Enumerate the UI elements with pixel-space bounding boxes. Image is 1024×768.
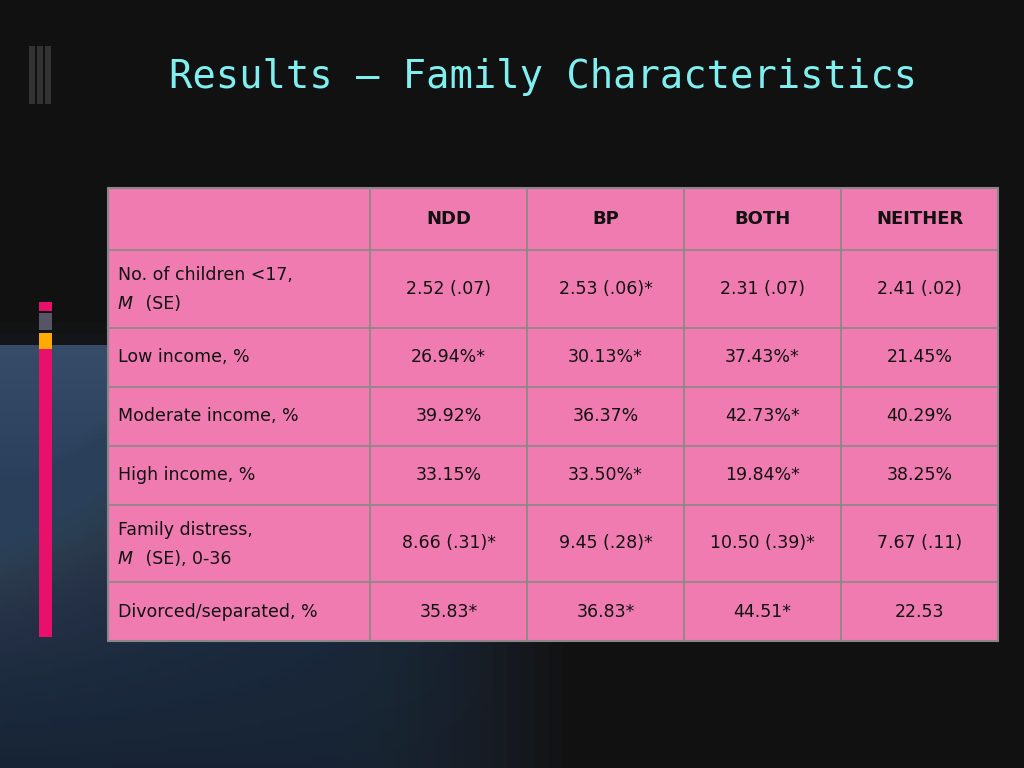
Bar: [0, 601, 211, 768]
Bar: [0, 523, 310, 768]
Bar: [0, 713, 71, 768]
Bar: [0, 690, 98, 768]
Text: No. of children <17,: No. of children <17,: [118, 266, 293, 284]
Bar: [0, 434, 423, 768]
Text: 44.51*: 44.51*: [733, 603, 792, 621]
Bar: [0, 379, 493, 768]
Text: 42.73%*: 42.73%*: [725, 407, 800, 425]
Text: 21.45%: 21.45%: [887, 348, 952, 366]
Bar: [0, 757, 14, 768]
Bar: [0, 657, 141, 768]
Bar: [39, 302, 52, 311]
Text: 10.50 (.39)*: 10.50 (.39)*: [710, 535, 815, 552]
Bar: [0, 323, 563, 768]
Text: High income, %: High income, %: [118, 466, 255, 484]
Bar: [39, 349, 52, 637]
Bar: [0, 501, 338, 768]
Text: M: M: [118, 295, 133, 313]
Bar: [0, 734, 42, 768]
Text: 22.53: 22.53: [895, 603, 944, 621]
Text: 2.53 (.06)*: 2.53 (.06)*: [558, 280, 652, 298]
Text: 36.83*: 36.83*: [577, 603, 635, 621]
Bar: [0, 579, 240, 768]
Bar: [0, 512, 324, 768]
Text: 30.13%*: 30.13%*: [568, 348, 643, 366]
Bar: [0, 679, 113, 768]
Bar: [0, 456, 394, 768]
Bar: [0, 445, 409, 768]
Text: 38.25%: 38.25%: [887, 466, 952, 484]
Bar: [0, 478, 367, 768]
Text: 2.52 (.07): 2.52 (.07): [407, 280, 492, 298]
Text: 37.43%*: 37.43%*: [725, 348, 800, 366]
Bar: [0, 412, 451, 768]
Bar: [0, 612, 197, 768]
Bar: [0, 345, 535, 768]
Bar: [45, 46, 51, 104]
Text: NDD: NDD: [426, 210, 471, 228]
Bar: [0, 568, 254, 768]
Bar: [0, 367, 507, 768]
Bar: [0, 334, 549, 768]
Text: 7.67 (.11): 7.67 (.11): [877, 535, 963, 552]
Bar: [0, 490, 352, 768]
Text: 26.94%*: 26.94%*: [412, 348, 486, 366]
Bar: [0, 423, 436, 768]
Text: 33.15%: 33.15%: [416, 466, 481, 484]
Bar: [39, 313, 52, 330]
Bar: [0, 624, 183, 768]
Text: (SE), 0-36: (SE), 0-36: [140, 550, 231, 568]
Bar: [37, 46, 43, 104]
Bar: [0, 746, 29, 768]
Text: Low income, %: Low income, %: [118, 348, 250, 366]
Text: Divorced/separated, %: Divorced/separated, %: [118, 603, 317, 621]
Text: 36.37%: 36.37%: [572, 407, 639, 425]
Text: Family distress,: Family distress,: [118, 521, 253, 539]
Text: BOTH: BOTH: [734, 210, 791, 228]
Bar: [0, 723, 56, 768]
Bar: [0, 535, 296, 768]
Text: 9.45 (.28)*: 9.45 (.28)*: [559, 535, 652, 552]
Bar: [39, 333, 52, 349]
Text: 2.41 (.02): 2.41 (.02): [878, 280, 962, 298]
Bar: [0, 634, 169, 768]
Bar: [0, 556, 267, 768]
Text: BP: BP: [592, 210, 618, 228]
Bar: [108, 188, 998, 641]
Bar: [0, 401, 465, 768]
Bar: [0, 645, 155, 768]
Bar: [0, 545, 282, 768]
Text: 8.66 (.31)*: 8.66 (.31)*: [401, 535, 496, 552]
Bar: [0, 467, 380, 768]
Bar: [0, 356, 521, 768]
Text: 19.84%*: 19.84%*: [725, 466, 800, 484]
Text: (SE): (SE): [140, 295, 181, 313]
Text: 35.83*: 35.83*: [420, 603, 478, 621]
Text: 39.92%: 39.92%: [416, 407, 482, 425]
Text: Results – Family Characteristics: Results – Family Characteristics: [169, 58, 916, 95]
Text: 33.50%*: 33.50%*: [568, 466, 643, 484]
Text: Moderate income, %: Moderate income, %: [118, 407, 298, 425]
Text: 2.31 (.07): 2.31 (.07): [720, 280, 805, 298]
Bar: [0, 590, 225, 768]
Text: 40.29%: 40.29%: [887, 407, 952, 425]
Bar: [0, 701, 84, 768]
Bar: [29, 46, 35, 104]
Bar: [0, 389, 479, 768]
Text: M: M: [118, 550, 133, 568]
Bar: [0, 667, 127, 768]
Text: NEITHER: NEITHER: [876, 210, 964, 228]
